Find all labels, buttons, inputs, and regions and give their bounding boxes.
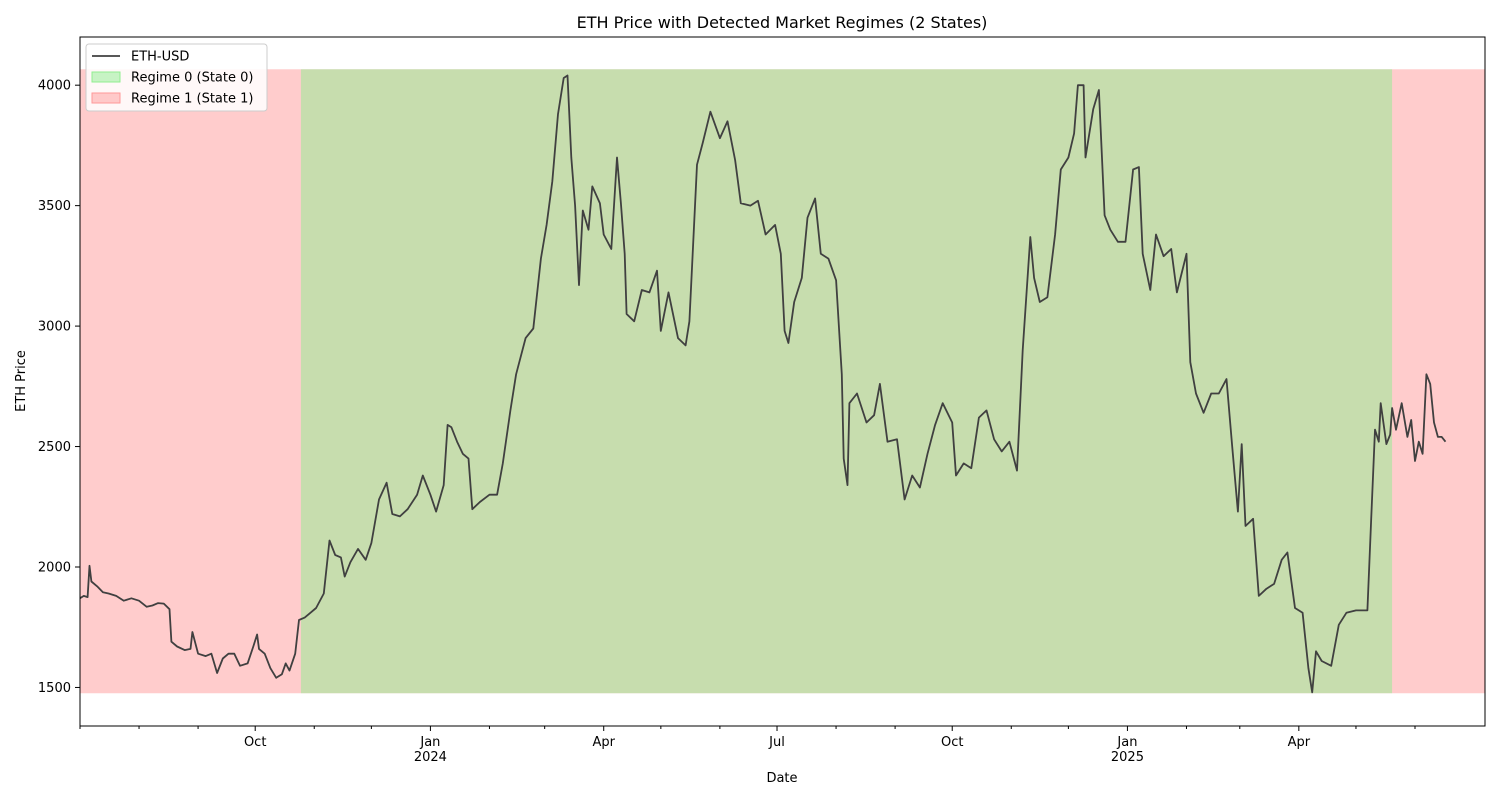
regime-bands — [80, 69, 1485, 694]
y-tick-label: 2500 — [38, 440, 71, 455]
x-tick-label: Jan — [1116, 735, 1137, 750]
y-tick-label: 2000 — [38, 561, 71, 576]
regime-band-state-1 — [1392, 69, 1485, 694]
x-tick-year-label: 2025 — [1111, 750, 1144, 765]
legend-frame — [85, 43, 268, 112]
x-tick-label: Oct — [941, 735, 963, 750]
x-tick-label: Apr — [1288, 735, 1311, 750]
y-tick-label: 3500 — [38, 199, 71, 214]
x-tick-label: Oct — [244, 735, 266, 750]
regime-band-state-1 — [80, 69, 301, 694]
y-tick-label: 3000 — [38, 320, 71, 335]
legend-label: Regime 1 (State 1) — [131, 92, 253, 107]
legend-label: ETH-USD — [131, 50, 189, 65]
x-tick-label: Jan — [419, 735, 440, 750]
axes-frame — [79, 36, 1486, 727]
x-tick-label: Jul — [768, 735, 785, 750]
x-tick-year-label: 2024 — [414, 750, 447, 765]
legend: ETH-USD Regime 0 (State 0) Regime 1 (State… — [85, 43, 268, 112]
legend-label: Regime 0 (State 0) — [131, 71, 253, 86]
price-line — [79, 74, 1447, 694]
y-axis-title: ETH Price — [14, 350, 29, 412]
legend-patch-swatch — [91, 92, 121, 104]
chart-title: ETH Price with Detected Market Regimes (… — [577, 13, 988, 32]
y-axis: 1500 2000 2500 3000 3500 4000 — [38, 79, 80, 696]
price-series — [79, 74, 1447, 694]
y-tick-label: 1500 — [38, 681, 71, 696]
legend-patch-swatch — [91, 71, 121, 83]
regime-band-state-0 — [300, 69, 1393, 694]
plot-area — [79, 36, 1486, 727]
x-axis-title: Date — [766, 771, 797, 786]
y-tick-label: 4000 — [38, 79, 71, 94]
x-tick-label: Apr — [592, 735, 615, 750]
